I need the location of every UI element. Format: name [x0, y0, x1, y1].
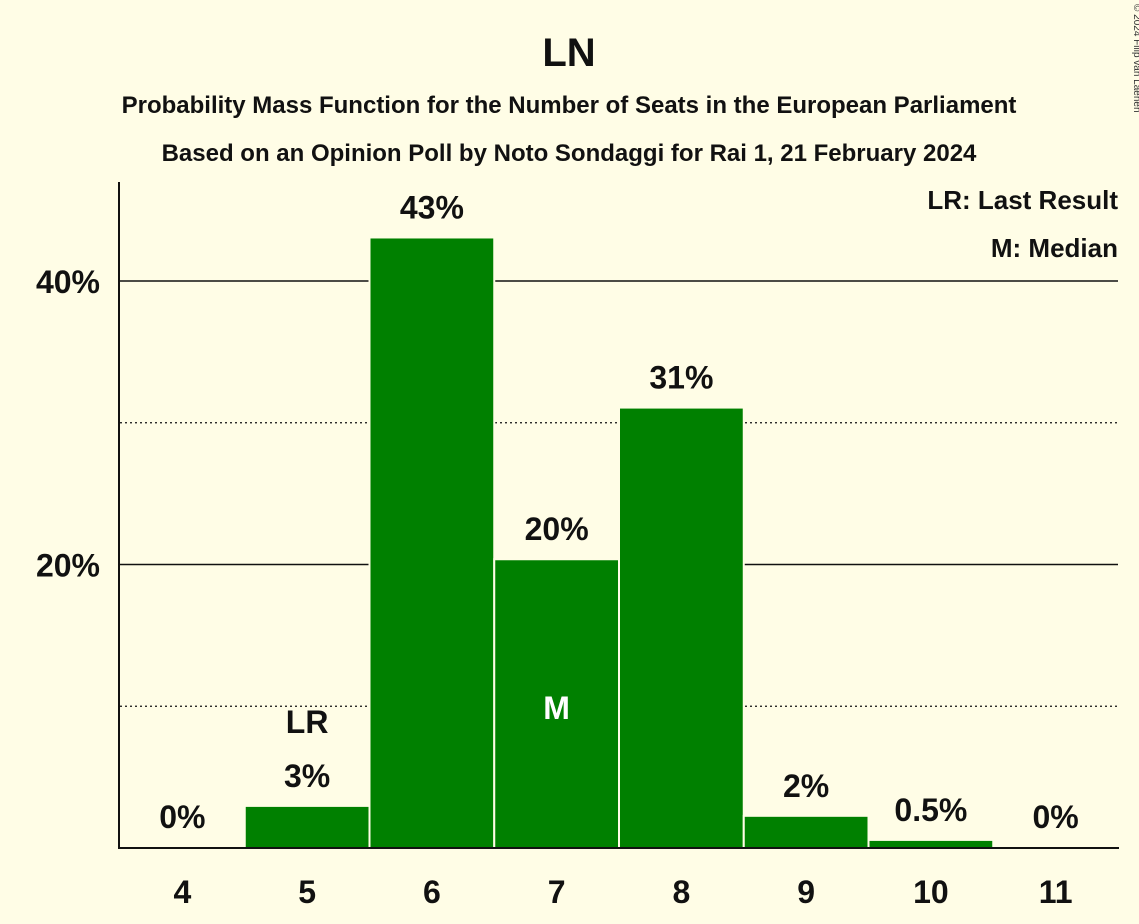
- x-tick-label-4: 4: [173, 874, 191, 910]
- y-tick-label: 40%: [36, 264, 100, 300]
- copyright: © 2024 Filip van Laenen: [1131, 4, 1139, 113]
- x-tick-label-8: 8: [672, 874, 690, 910]
- chart-subtitle: Probability Mass Function for the Number…: [122, 92, 1017, 119]
- bars: [243, 236, 995, 849]
- bar-10: [869, 840, 993, 848]
- x-tick-label-11: 11: [1039, 874, 1073, 910]
- last-result-marker: LR: [286, 704, 329, 740]
- data-label-7: 20%: [525, 511, 589, 547]
- data-label-5: 3%: [284, 758, 330, 794]
- chart-title: LN: [542, 31, 595, 75]
- data-label-6: 43%: [400, 189, 464, 225]
- data-label-4: 0%: [159, 799, 205, 835]
- bar-9: [744, 816, 868, 848]
- x-tick-label-9: 9: [797, 874, 815, 910]
- bar-5: [245, 806, 369, 848]
- gridlines: 20% 40%: [36, 264, 1118, 707]
- x-tick-label-7: 7: [548, 874, 566, 910]
- x-tick-label-5: 5: [298, 874, 316, 910]
- legend-median: M: Median: [991, 233, 1118, 263]
- data-label-10: 0.5%: [894, 792, 967, 828]
- chart-subtitle-source: Based on an Opinion Poll by Noto Sondagg…: [162, 140, 977, 167]
- bar-6: [370, 238, 494, 849]
- bar-7: [495, 560, 618, 848]
- bar-8: [620, 408, 743, 848]
- data-label-8: 31%: [649, 360, 713, 396]
- data-label-9: 2%: [783, 768, 829, 804]
- data-label-11: 0%: [1033, 799, 1079, 835]
- x-tick-label-10: 10: [913, 874, 949, 910]
- median-marker: M: [543, 690, 570, 726]
- legend-last-result: LR: Last Result: [927, 185, 1118, 215]
- x-tick-label-6: 6: [423, 874, 441, 910]
- y-tick-label: 20%: [36, 548, 100, 584]
